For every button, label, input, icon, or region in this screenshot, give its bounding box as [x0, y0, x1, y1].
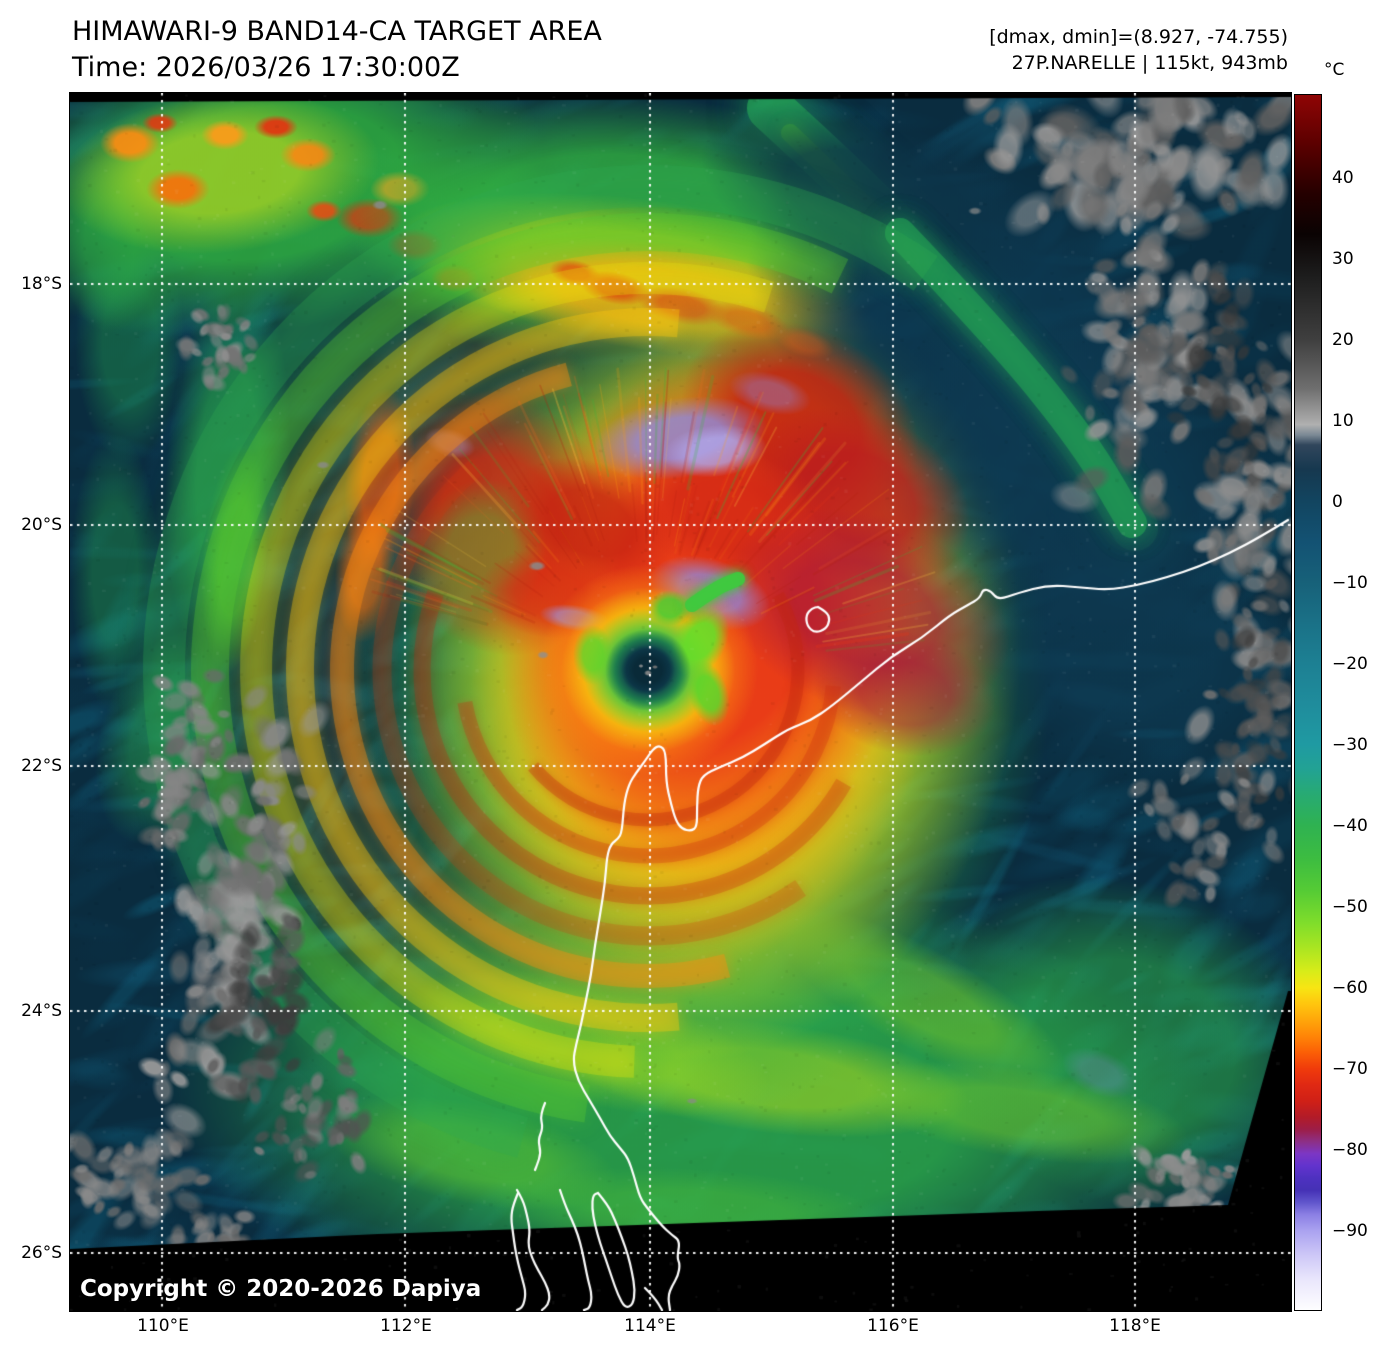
- dmax-dmin-readout: [dmax, dmin]=(8.927, -74.755): [989, 26, 1288, 48]
- colorbar-tick-label: 40: [1332, 168, 1354, 188]
- colorbar: [1294, 94, 1322, 1311]
- copyright-watermark: Copyright © 2020-2026 Dapiya: [80, 1276, 482, 1302]
- title-block: HIMAWARI-9 BAND14-CA TARGET AREA Time: 2…: [72, 14, 602, 86]
- colorbar-unit-label: °C: [1324, 60, 1345, 80]
- colorbar-tick-label: 30: [1332, 249, 1354, 269]
- colorbar-tick-label: −20: [1332, 654, 1368, 674]
- page-title: HIMAWARI-9 BAND14-CA TARGET AREA: [72, 16, 602, 47]
- colorbar-tick-label: −70: [1332, 1059, 1368, 1079]
- lat-tick-label: 18°S: [21, 274, 62, 294]
- lon-tick-label: 116°E: [867, 1316, 919, 1336]
- colorbar-tick-label: 20: [1332, 330, 1354, 350]
- colorbar-tick-label: 10: [1332, 411, 1354, 431]
- lon-tick-label: 110°E: [137, 1316, 189, 1336]
- satellite-plot: Copyright © 2020-2026 Dapiya: [69, 92, 1292, 1312]
- lat-tick-label: 26°S: [21, 1243, 62, 1263]
- lon-tick-label: 112°E: [380, 1316, 432, 1336]
- timestamp: Time: 2026/03/26 17:30:00Z: [72, 52, 460, 83]
- colorbar-tick-label: −30: [1332, 735, 1368, 755]
- info-block: [dmax, dmin]=(8.927, -74.755) 27P.NARELL…: [989, 24, 1288, 76]
- lat-tick-label: 22°S: [21, 756, 62, 776]
- colorbar-tick-label: −80: [1332, 1140, 1368, 1160]
- colorbar-tick-label: −10: [1332, 573, 1368, 593]
- colorbar-tick-label: −60: [1332, 978, 1368, 998]
- colorbar-tick-label: −50: [1332, 897, 1368, 917]
- lat-tick-label: 24°S: [21, 1001, 62, 1021]
- ir-image-canvas: [70, 93, 1291, 1311]
- lat-tick-label: 20°S: [21, 515, 62, 535]
- colorbar-gradient: [1295, 95, 1321, 1310]
- storm-id-intensity: 27P.NARELLE | 115kt, 943mb: [1011, 52, 1288, 74]
- colorbar-tick-label: 0: [1332, 492, 1343, 512]
- colorbar-tick-label: −40: [1332, 816, 1368, 836]
- lon-tick-label: 114°E: [624, 1316, 676, 1336]
- colorbar-tick-label: −90: [1332, 1221, 1368, 1241]
- lon-tick-label: 118°E: [1109, 1316, 1161, 1336]
